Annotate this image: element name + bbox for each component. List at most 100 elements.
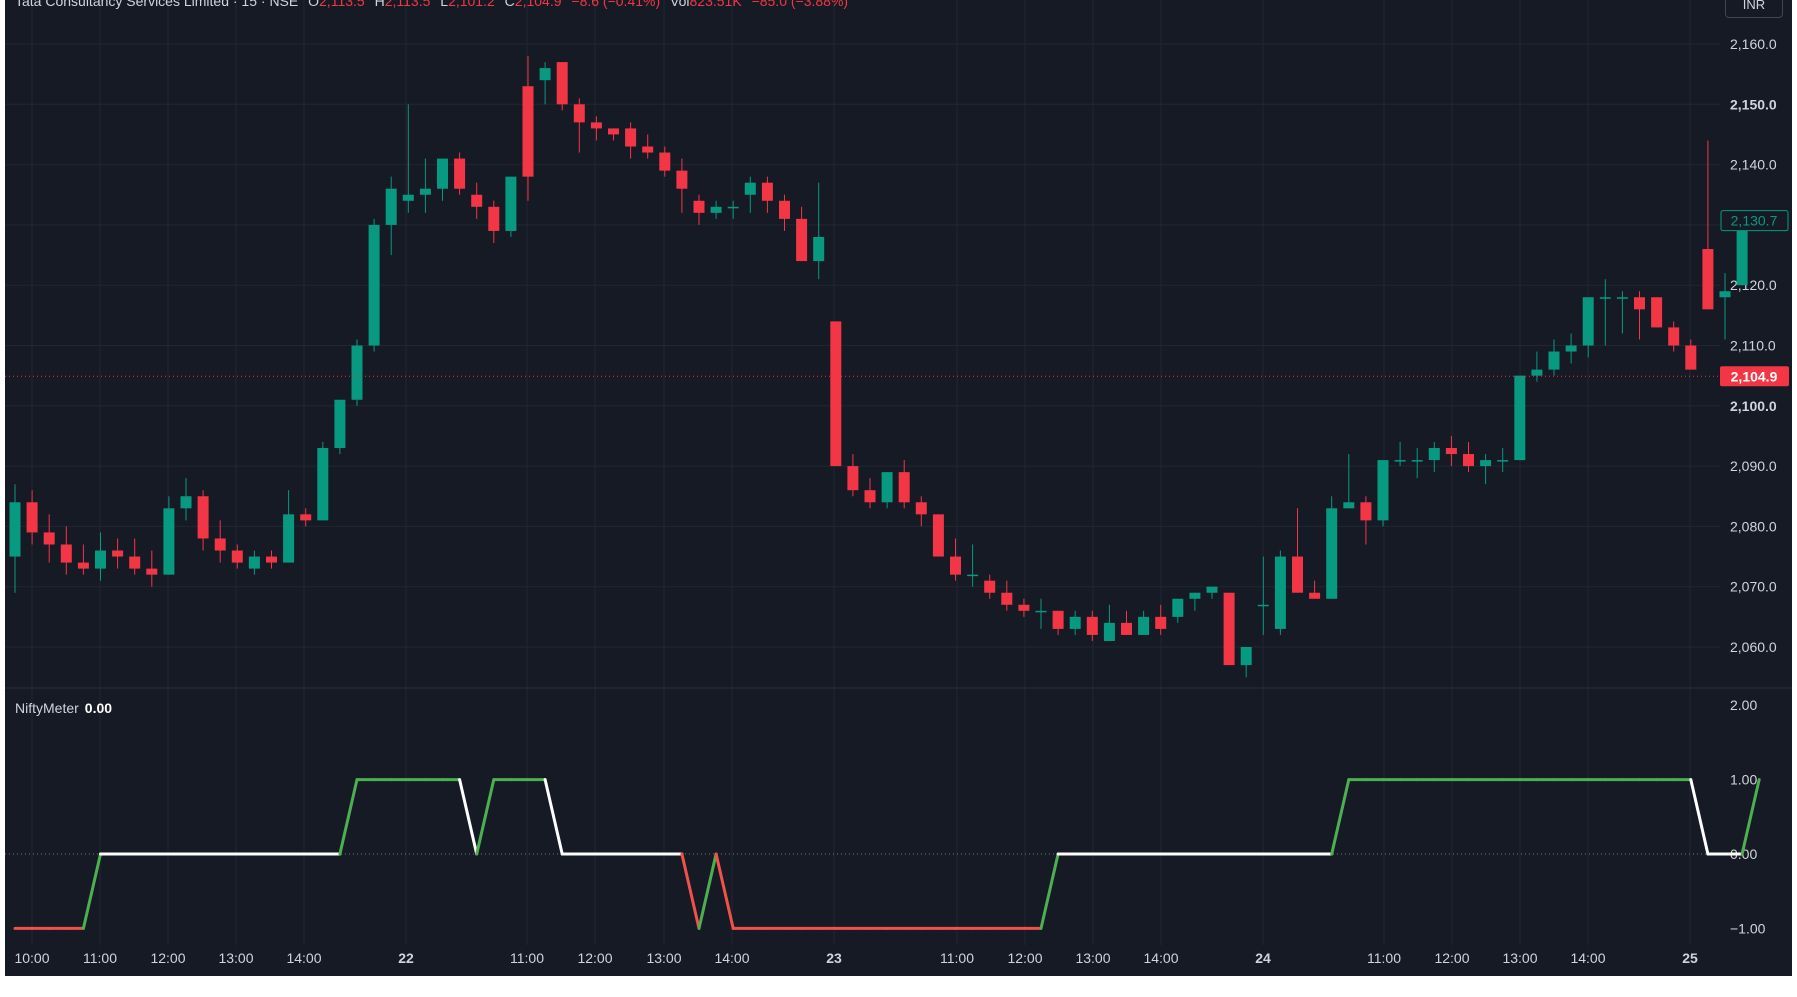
candle-body[interactable]: [1634, 297, 1645, 310]
candle-body[interactable]: [847, 466, 859, 491]
candle-body[interactable]: [1138, 616, 1150, 635]
candle-body[interactable]: [77, 562, 89, 569]
candle-body[interactable]: [43, 532, 55, 545]
candle-body[interactable]: [1360, 502, 1372, 521]
candle-body[interactable]: [813, 236, 825, 262]
candle-body[interactable]: [625, 128, 637, 147]
candle-body[interactable]: [1121, 622, 1132, 635]
candle-body[interactable]: [163, 508, 175, 575]
candle-body[interactable]: [95, 550, 106, 569]
candle-body[interactable]: [1001, 592, 1013, 605]
candle-body[interactable]: [796, 218, 808, 262]
candle-body[interactable]: [1463, 454, 1474, 467]
candle-body[interactable]: [573, 104, 585, 123]
candle-body[interactable]: [334, 399, 346, 449]
candle-body[interactable]: [950, 556, 961, 575]
candle-body[interactable]: [1257, 604, 1269, 607]
candle-body[interactable]: [1599, 297, 1611, 299]
candle-body[interactable]: [898, 472, 910, 503]
candle-body[interactable]: [1292, 556, 1303, 593]
candle-body[interactable]: [1240, 647, 1252, 666]
candle-body[interactable]: [1531, 369, 1543, 376]
candle-body[interactable]: [556, 62, 568, 105]
candle-body[interactable]: [112, 550, 124, 557]
candle-body[interactable]: [744, 182, 756, 195]
candle-body[interactable]: [1480, 460, 1492, 467]
candle-body[interactable]: [915, 502, 927, 515]
candle-body[interactable]: [454, 158, 466, 189]
candle-body[interactable]: [1651, 297, 1663, 328]
candle-body[interactable]: [676, 170, 688, 189]
candle-body[interactable]: [300, 514, 312, 521]
candle-body[interactable]: [830, 321, 842, 467]
candle-body[interactable]: [1035, 610, 1047, 613]
candle-body[interactable]: [590, 122, 602, 129]
indicator-name[interactable]: NiftyMeter: [15, 700, 79, 716]
candle-body[interactable]: [317, 448, 329, 521]
candle-body[interactable]: [1736, 218, 1748, 286]
candle-body[interactable]: [984, 580, 996, 593]
candle-body[interactable]: [727, 206, 739, 209]
candle-body[interactable]: [1172, 598, 1184, 617]
candle-body[interactable]: [197, 496, 209, 539]
candle-body[interactable]: [505, 176, 517, 231]
candle-body[interactable]: [1514, 375, 1526, 461]
candle-body[interactable]: [248, 556, 260, 569]
candle-body[interactable]: [129, 556, 141, 569]
candle-body[interactable]: [779, 200, 790, 219]
candle-body[interactable]: [1189, 592, 1201, 599]
candle-body[interactable]: [283, 514, 295, 563]
candle-body[interactable]: [368, 224, 380, 346]
candle-body[interactable]: [1223, 592, 1235, 666]
candle-body[interactable]: [932, 514, 944, 557]
currency-button[interactable]: INR: [1725, 0, 1783, 18]
candle-body[interactable]: [1548, 351, 1560, 370]
candle-body[interactable]: [608, 128, 619, 135]
candle-body[interactable]: [214, 538, 226, 551]
candle-body[interactable]: [864, 490, 876, 503]
candle-body[interactable]: [1086, 616, 1098, 635]
candle-body[interactable]: [1685, 345, 1697, 370]
chart-area[interactable]: 2,060.0 2,070.0 2,080.0 2,090.0 2,100.0 2,110…: [5, 0, 1792, 976]
indicator-legend[interactable]: NiftyMeter 0.00: [15, 700, 112, 716]
candle-body[interactable]: [881, 472, 893, 503]
candle-body[interactable]: [1445, 448, 1457, 455]
candle-body[interactable]: [659, 152, 671, 171]
candle-body[interactable]: [1377, 460, 1389, 521]
candle-body[interactable]: [1274, 556, 1286, 629]
candle-body[interactable]: [1668, 327, 1680, 346]
candle-body[interactable]: [402, 194, 414, 201]
candle-body[interactable]: [60, 544, 72, 563]
candle-body[interactable]: [146, 568, 158, 575]
candle-body[interactable]: [1394, 460, 1406, 462]
candle-body[interactable]: [1103, 622, 1115, 641]
candle-body[interactable]: [710, 206, 722, 213]
candle-body[interactable]: [1616, 297, 1628, 299]
candle-body[interactable]: [437, 158, 448, 189]
candle-body[interactable]: [539, 68, 551, 81]
candle-body[interactable]: [1155, 616, 1167, 629]
candle-body[interactable]: [419, 188, 431, 195]
price-chart-svg[interactable]: 2,060.0 2,070.0 2,080.0 2,090.0 2,100.0 2,110…: [5, 0, 1792, 976]
candle-body[interactable]: [1428, 448, 1440, 461]
candle-body[interactable]: [351, 345, 363, 400]
candle-body[interactable]: [1018, 604, 1030, 611]
symbol-title[interactable]: Tata Consultancy Services Limited · 15 ·…: [15, 0, 299, 9]
candle-body[interactable]: [1582, 297, 1594, 346]
candle-body[interactable]: [1411, 460, 1423, 462]
candle-body[interactable]: [1326, 508, 1338, 599]
candle-body[interactable]: [1052, 610, 1064, 629]
candle-body[interactable]: [488, 206, 500, 231]
candle-body[interactable]: [231, 550, 243, 563]
candle-body[interactable]: [385, 188, 397, 225]
candle-body[interactable]: [9, 502, 21, 557]
candle-body[interactable]: [967, 574, 979, 577]
candle-body[interactable]: [1565, 345, 1577, 352]
candle-body[interactable]: [1719, 291, 1731, 298]
candle-body[interactable]: [761, 182, 773, 201]
candle-body[interactable]: [266, 556, 277, 563]
candle-body[interactable]: [693, 200, 705, 213]
candle-body[interactable]: [26, 502, 38, 533]
candle-body[interactable]: [642, 146, 654, 153]
candle-body[interactable]: [1702, 249, 1714, 310]
